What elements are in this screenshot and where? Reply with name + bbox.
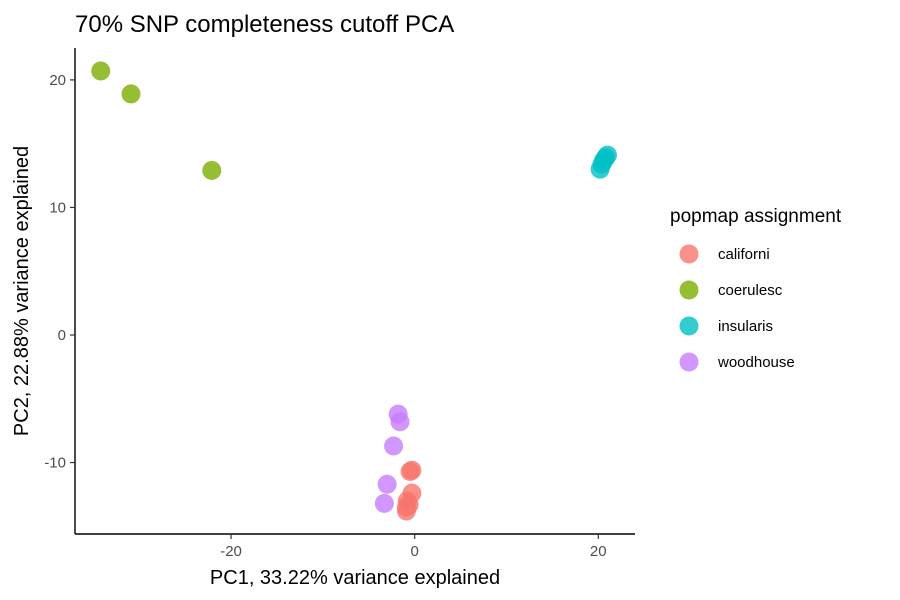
- legend-key-woodhouse: [679, 352, 699, 372]
- y-tick-label: 0: [58, 327, 66, 344]
- data-point-coerulesc: [121, 84, 141, 104]
- legend-label-insularis: insularis: [718, 318, 773, 335]
- y-tick-label: 10: [49, 199, 66, 216]
- plot-area: [91, 61, 617, 521]
- data-point-woodhouse: [377, 474, 397, 494]
- legend-label-californi: californi: [718, 246, 770, 263]
- x-tick-label: 20: [590, 543, 607, 560]
- data-point-californi: [402, 460, 422, 480]
- y-axis-title: PC2, 22.88% variance explained: [11, 146, 33, 436]
- legend-key-coerulesc: [679, 280, 699, 300]
- x-tick-label: 0: [411, 543, 419, 560]
- x-axis-ticks: -20 0 20: [220, 534, 607, 560]
- data-point-insularis: [597, 145, 617, 165]
- legend-key-californi: [679, 244, 699, 264]
- y-tick-label: -10: [44, 455, 66, 472]
- data-point-woodhouse: [384, 436, 404, 456]
- y-tick-label: 20: [49, 72, 66, 89]
- y-axis-ticks: -10 0 10 20: [44, 72, 75, 472]
- legend-title: popmap assignment: [670, 206, 842, 227]
- chart-title: 70% SNP completeness cutoff PCA: [75, 11, 454, 38]
- legend-key-insularis: [679, 316, 699, 336]
- data-point-coerulesc: [91, 61, 111, 81]
- data-point-coerulesc: [202, 160, 222, 180]
- x-axis-title: PC1, 33.22% variance explained: [210, 567, 500, 589]
- legend-label-woodhouse: woodhouse: [717, 354, 795, 371]
- x-tick-label: -20: [220, 543, 242, 560]
- data-point-californi: [396, 501, 416, 521]
- legend-label-coerulesc: coerulesc: [718, 282, 783, 299]
- data-point-woodhouse: [374, 493, 394, 513]
- legend: popmap assignment californi coerulesc insu…: [670, 206, 842, 372]
- data-point-woodhouse: [390, 412, 410, 432]
